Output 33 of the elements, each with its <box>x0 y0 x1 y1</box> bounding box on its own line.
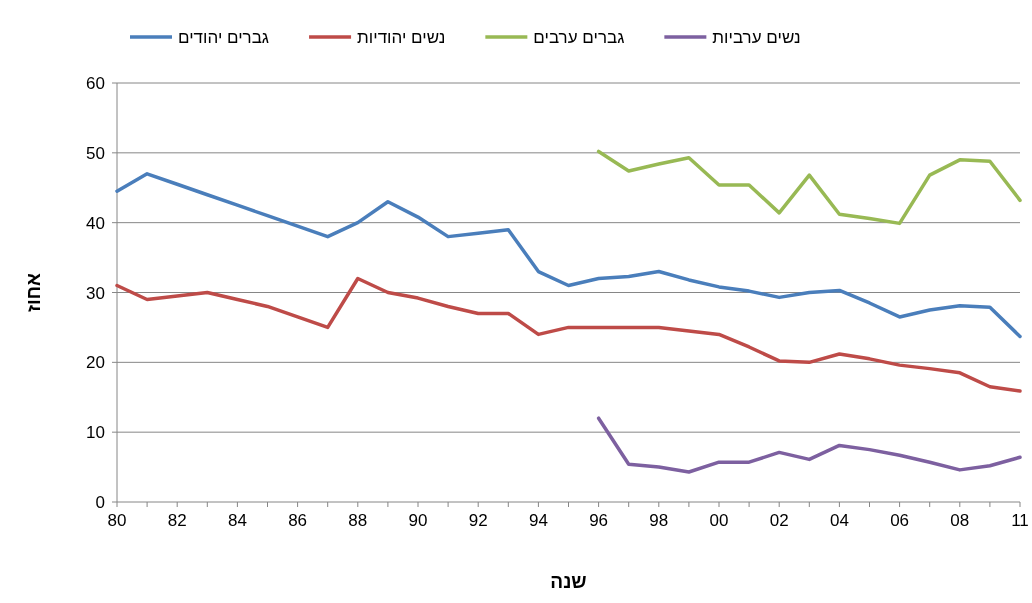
x-tick-label: 02 <box>769 511 789 530</box>
x-tick-label: 06 <box>890 511 910 530</box>
x-tick-label: 90 <box>408 511 428 530</box>
y-tick-label: 40 <box>86 213 105 233</box>
x-tick-label: 88 <box>348 511 368 530</box>
x-tick-label: 92 <box>468 511 488 530</box>
y-tick-label: 60 <box>86 74 105 93</box>
x-tick-label: 98 <box>649 511 669 530</box>
legend-label: נשים ערביות <box>712 28 801 47</box>
x-tick-label: 96 <box>589 511 609 530</box>
y-tick-label: 0 <box>95 493 105 512</box>
x-tick-label: 04 <box>829 511 849 530</box>
x-tick-label: 82 <box>167 511 187 530</box>
legend-label: גברים יהודים <box>178 28 270 47</box>
x-tick-label: 86 <box>288 511 308 530</box>
y-axis-title: אחוז <box>23 272 44 312</box>
x-tick-label: 08 <box>950 511 970 530</box>
legend-label: נשים יהודיות <box>357 28 446 47</box>
x-tick-label: 84 <box>227 511 247 530</box>
line-series <box>115 276 1022 393</box>
x-tick-label: 00 <box>709 511 729 530</box>
x-tick-label: 11 <box>1011 511 1029 530</box>
y-tick-label: 30 <box>86 283 105 303</box>
x-tick-label: 94 <box>528 511 548 530</box>
x-tick-label: 80 <box>107 511 127 530</box>
y-tick-label: 10 <box>86 423 105 443</box>
line-series <box>115 172 1022 339</box>
x-axis-title: שנה <box>550 571 587 592</box>
y-tick-label: 20 <box>86 353 105 373</box>
line-series <box>596 149 1022 226</box>
line-series <box>596 416 1022 474</box>
legend-label: גברים ערבים <box>533 28 625 47</box>
y-tick-label: 50 <box>86 143 105 163</box>
